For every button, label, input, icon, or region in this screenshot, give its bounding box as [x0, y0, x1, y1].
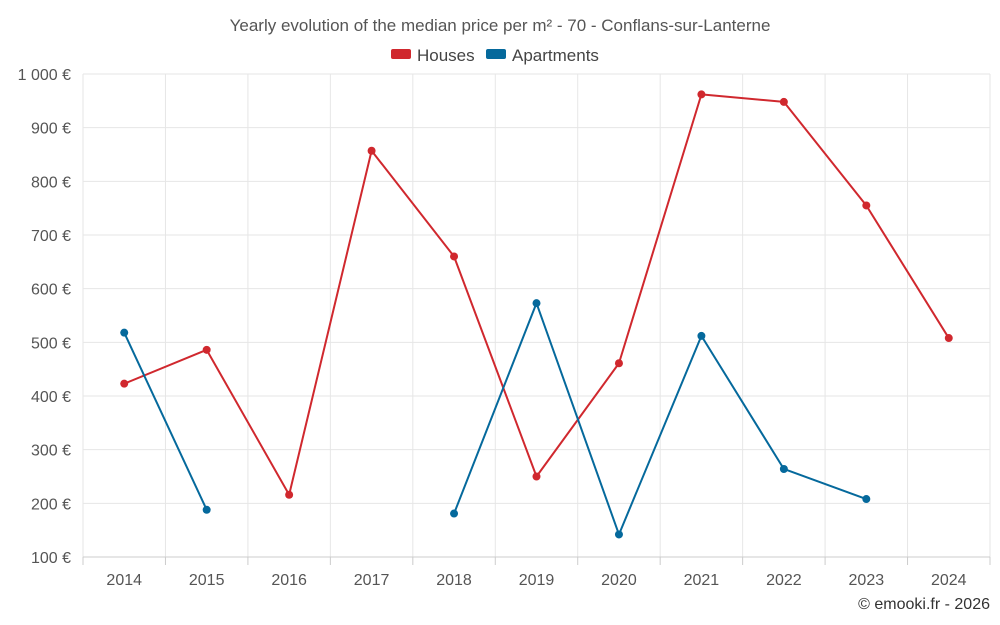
data-point-apartments[interactable] [697, 331, 706, 340]
x-tick-label: 2022 [766, 572, 802, 589]
series-apartments [120, 299, 871, 539]
data-point-apartments[interactable] [614, 530, 623, 539]
chart-title: Yearly evolution of the median price per… [230, 16, 771, 35]
data-point-apartments[interactable] [120, 328, 129, 337]
y-tick-label: 1 000 € [18, 67, 71, 84]
series-line-apartments [453, 302, 867, 536]
x-tick-label: 2018 [436, 572, 472, 589]
credit: © emooki.fr - 2026 [858, 596, 990, 613]
data-point-apartments[interactable] [202, 505, 211, 514]
y-tick-label: 500 € [31, 335, 71, 352]
x-tick-label: 2019 [519, 572, 555, 589]
x-axis: 2014 2015 2016 2017 2018 2019 2020 2021 2022 2023… [82, 556, 991, 589]
data-point-apartments[interactable] [450, 509, 459, 518]
y-tick-label: 600 € [31, 282, 71, 299]
legend: Houses Apartments [391, 46, 599, 65]
x-tick-label: 2021 [684, 572, 720, 589]
grid [82, 73, 991, 557]
x-tick-label: 2015 [189, 572, 225, 589]
data-point-apartments[interactable] [532, 299, 541, 308]
legend-swatch-apartments [486, 49, 506, 59]
data-point-houses[interactable] [779, 97, 788, 106]
x-tick-label: 2016 [271, 572, 307, 589]
y-tick-label: 800 € [31, 174, 71, 191]
series-line-apartments [123, 332, 208, 511]
legend-label-houses: Houses [417, 46, 475, 65]
y-tick-label: 700 € [31, 228, 71, 245]
data-point-houses[interactable] [120, 379, 129, 388]
legend-item-apartments[interactable]: Apartments [486, 46, 599, 65]
x-tick-label: 2020 [601, 572, 637, 589]
y-tick-label: 300 € [31, 443, 71, 460]
y-tick-label: 200 € [31, 496, 71, 513]
data-point-houses[interactable] [944, 334, 953, 343]
y-tick-label: 100 € [31, 550, 71, 567]
data-point-houses[interactable] [697, 90, 706, 99]
data-point-houses[interactable] [285, 490, 294, 499]
y-tick-label: 400 € [31, 389, 71, 406]
x-tick-label: 2017 [354, 572, 390, 589]
data-point-houses[interactable] [614, 359, 623, 368]
data-point-houses[interactable] [450, 252, 459, 261]
y-axis: 100 € 200 € 300 € 400 € 500 € 600 € 700 € 800 €… [18, 67, 71, 567]
data-point-houses[interactable] [202, 345, 211, 354]
y-tick-label: 900 € [31, 121, 71, 138]
legend-swatch-houses [391, 49, 411, 59]
data-point-houses[interactable] [367, 146, 376, 155]
data-point-houses[interactable] [532, 472, 541, 481]
x-tick-label: 2024 [931, 572, 967, 589]
data-point-houses[interactable] [862, 201, 871, 210]
series-houses [120, 90, 953, 499]
legend-label-apartments: Apartments [512, 46, 599, 65]
legend-item-houses[interactable]: Houses [391, 46, 475, 65]
data-point-apartments[interactable] [779, 464, 788, 473]
series-layer [120, 90, 953, 539]
x-tick-label: 2023 [849, 572, 885, 589]
data-point-apartments[interactable] [862, 495, 871, 504]
x-tick-label: 2014 [106, 572, 142, 589]
